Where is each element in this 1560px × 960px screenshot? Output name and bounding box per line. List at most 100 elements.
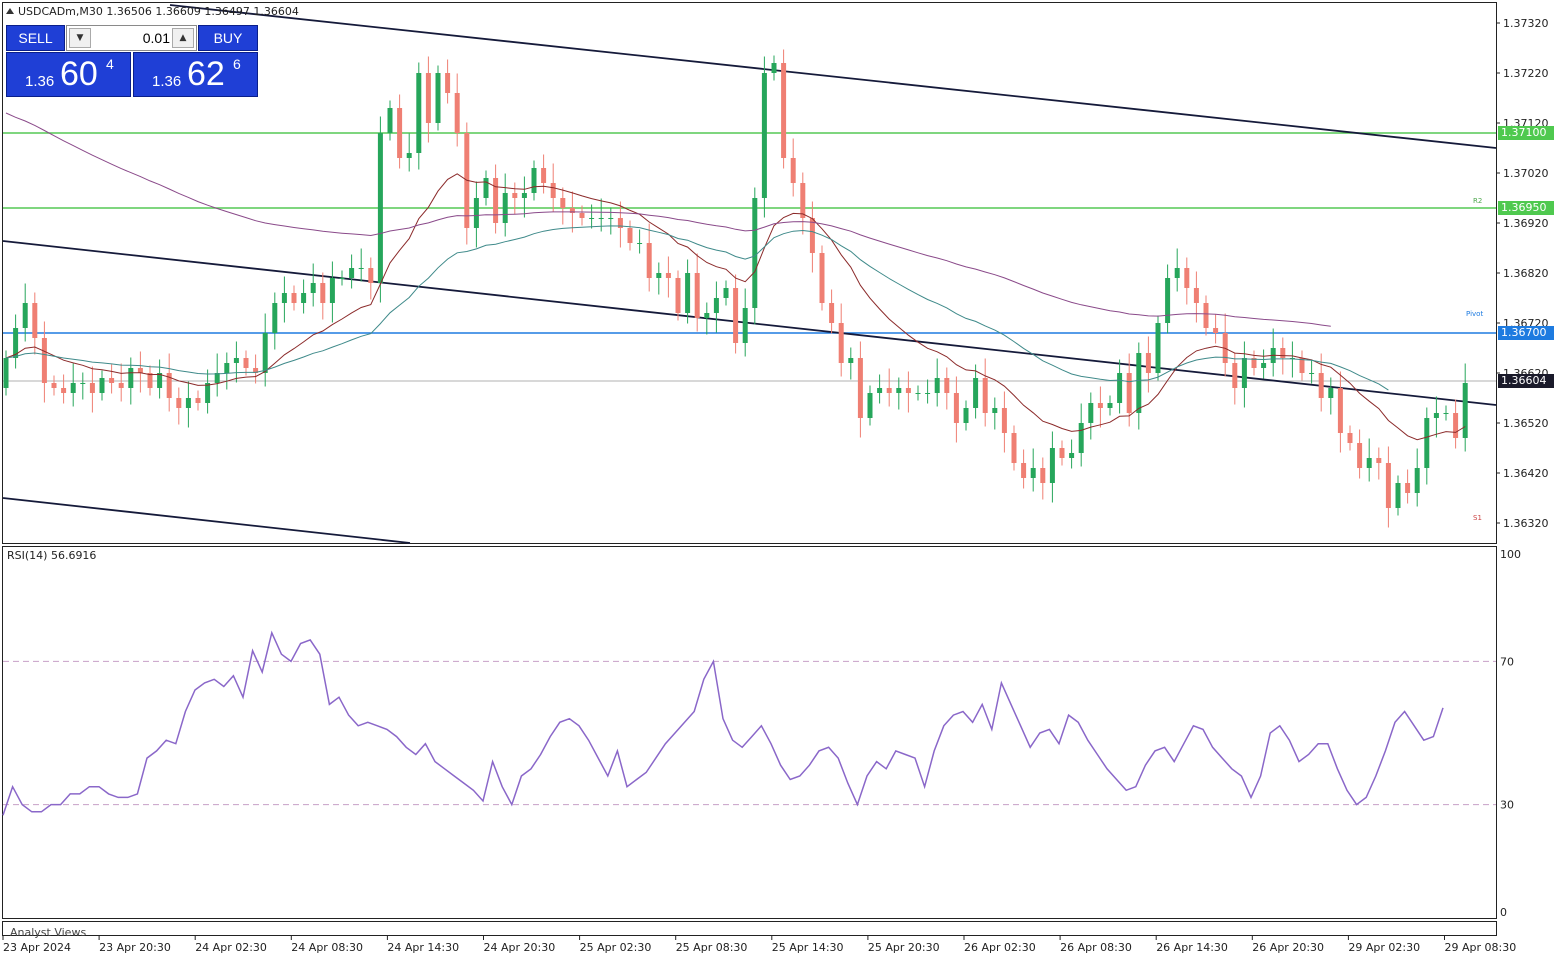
candle-body [1337, 388, 1343, 433]
candle-body [1088, 403, 1094, 423]
symbol-title: USDCADm,M30 1.36506 1.36609 1.36497 1.36… [6, 5, 299, 18]
s1-level-label: S1 [1473, 514, 1482, 522]
candle-body [848, 358, 854, 363]
price-tick-label: 1.37320 [1503, 17, 1549, 30]
candle-body [1203, 303, 1209, 328]
time-tick-label: 24 Apr 14:30 [387, 941, 459, 954]
r2-level-label: R2 [1473, 197, 1482, 205]
rsi-line [2, 630, 1444, 816]
lot-size-value[interactable]: 0.01 [142, 30, 170, 46]
candle [301, 279, 307, 314]
candle-body [886, 388, 892, 393]
buy-price-prefix: 1.36 [152, 73, 182, 90]
candle [579, 205, 585, 226]
buy-button[interactable]: BUY [198, 25, 258, 51]
candle-body [925, 393, 931, 394]
candle [992, 397, 998, 430]
candle-body [637, 243, 643, 244]
candle [291, 285, 297, 311]
candle [1040, 457, 1046, 500]
candle [329, 261, 335, 323]
candle-body [694, 273, 700, 318]
candle-body [51, 383, 57, 388]
candle-body [397, 108, 403, 158]
candle-body [1414, 468, 1420, 493]
candle-body [253, 368, 259, 373]
candle [224, 352, 230, 390]
candle [742, 288, 748, 357]
candle-body [1040, 468, 1046, 483]
sell-price-box[interactable]: 1.36 60 4 [6, 52, 131, 97]
candle [1097, 386, 1103, 428]
moving-average-mid [5, 225, 1389, 391]
price-tick-label: 1.37020 [1503, 167, 1549, 180]
candle [1232, 352, 1238, 405]
candle-body [368, 268, 374, 283]
candle [819, 245, 825, 311]
candle [473, 181, 479, 248]
candle [1203, 295, 1209, 336]
candle-body [301, 293, 307, 303]
candle [1462, 363, 1468, 452]
candle-body [329, 278, 335, 303]
candle-body [99, 378, 105, 393]
candle-body [320, 283, 326, 303]
sell-price-big: 60 [60, 55, 98, 93]
candle-body [646, 243, 652, 278]
lot-increase-icon[interactable]: ▲ [172, 28, 194, 48]
candle-body [118, 383, 124, 388]
candle [1001, 391, 1007, 453]
candle-body [665, 273, 671, 278]
candle [1357, 429, 1363, 479]
candle [723, 280, 729, 306]
candle [521, 176, 527, 218]
candle-body [781, 63, 787, 158]
time-tick-label: 26 Apr 20:30 [1252, 941, 1324, 954]
candle-body [627, 228, 633, 243]
candle [406, 133, 412, 172]
candle [310, 263, 316, 307]
lot-size-field[interactable]: ▼ 0.01 ▲ [66, 25, 197, 51]
candle-body [973, 378, 979, 408]
candle [531, 160, 537, 201]
candle-body [1424, 418, 1430, 468]
time-tick-label: 26 Apr 08:30 [1060, 941, 1132, 954]
candle [349, 254, 355, 289]
candle-body [1078, 423, 1084, 453]
buy-price-box[interactable]: 1.36 62 6 [133, 52, 258, 97]
candle-body [406, 153, 412, 158]
candle [397, 94, 403, 169]
candle-body [1184, 268, 1190, 288]
lot-decrease-icon[interactable]: ▼ [69, 28, 91, 48]
candle [665, 256, 671, 298]
candle [137, 351, 143, 393]
price-tick-label: 1.36520 [1503, 417, 1549, 430]
candle-body [1069, 453, 1075, 458]
candle-body [1097, 403, 1103, 408]
candle [953, 376, 959, 443]
triangle-up-icon[interactable] [6, 8, 14, 14]
candle-body [877, 388, 883, 393]
candle [829, 289, 835, 334]
candle-body [281, 293, 287, 303]
price-level-tag: 1.36700 [1498, 326, 1554, 340]
candle-body [61, 388, 67, 393]
candle [704, 302, 710, 335]
candle [1347, 425, 1353, 451]
candle [1366, 438, 1372, 482]
trendline-lower [2, 497, 411, 544]
candle [1318, 353, 1324, 412]
candle [675, 270, 681, 321]
sell-button[interactable]: SELL [6, 25, 65, 51]
candle [838, 303, 844, 377]
time-tick-label: 25 Apr 08:30 [676, 941, 748, 954]
candle-body [704, 313, 710, 318]
pivot-level-label: Pivot [1466, 310, 1483, 318]
candle-body [32, 303, 38, 338]
candle-body [1117, 373, 1123, 403]
candle [377, 116, 383, 303]
candle [262, 313, 268, 387]
candle-body [1299, 358, 1305, 373]
candle [944, 367, 950, 410]
